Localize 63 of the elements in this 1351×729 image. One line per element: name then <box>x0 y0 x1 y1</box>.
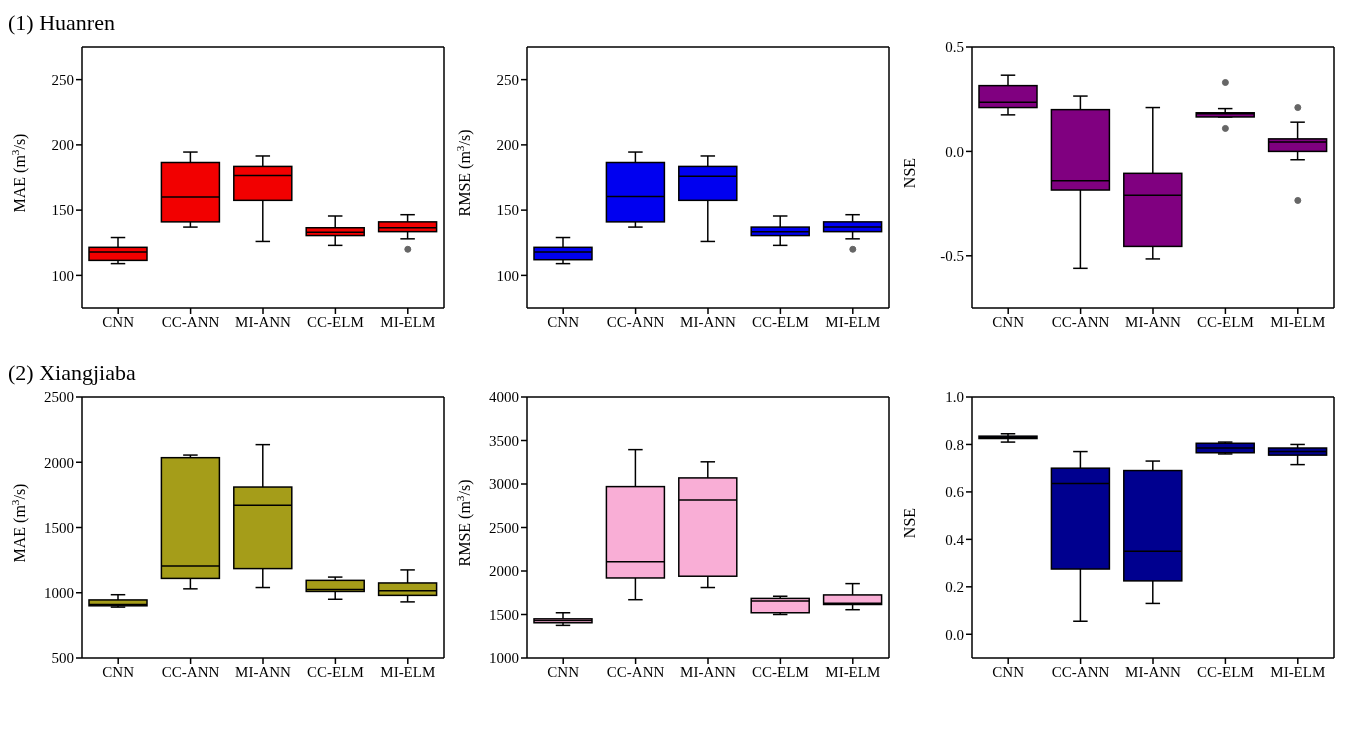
x-tick-label: CNN <box>547 313 580 330</box>
y-tick-label: 0.0 <box>945 626 964 643</box>
x-tick-label: CC-ELM <box>307 313 364 330</box>
x-tick-label: CNN <box>992 663 1025 680</box>
chart-title: (2) Xiangjiaba <box>8 360 136 385</box>
y-tick-label: 500 <box>51 650 74 667</box>
x-tick-label: MI-ANN <box>1125 663 1182 680</box>
x-tick-label: CC-ELM <box>1197 313 1254 330</box>
y-tick-label: 1500 <box>44 519 74 536</box>
y-tick-label: 250 <box>51 71 74 88</box>
y-tick-label: 100 <box>51 267 74 284</box>
y-tick-label: 1000 <box>489 650 519 667</box>
x-tick-label: MI-ELM <box>1270 313 1326 330</box>
y-tick-label: 200 <box>51 137 74 154</box>
y-tick-label: 1500 <box>489 606 519 623</box>
x-tick-label: CC-ELM <box>307 663 364 680</box>
x-tick-label: MI-ANN <box>680 663 737 680</box>
x-tick-label: MI-ANN <box>235 313 292 330</box>
y-tick-label: 200 <box>496 137 519 154</box>
y-tick-label: 1000 <box>44 585 74 602</box>
x-tick-label: CC-ELM <box>752 313 809 330</box>
x-tick-label: CC-ANN <box>161 313 220 330</box>
x-tick-label: MI-ANN <box>680 313 737 330</box>
x-tick-label: MI-ELM <box>380 313 436 330</box>
chart-title: (1) Huanren <box>8 10 115 35</box>
x-tick-label: CNN <box>992 313 1025 330</box>
x-tick-label: CNN <box>547 663 580 680</box>
x-tick-label: CC-ANN <box>1051 663 1110 680</box>
y-tick-label: 2000 <box>489 563 519 580</box>
x-tick-label: MI-ELM <box>825 663 881 680</box>
y-tick-label: 0.2 <box>945 579 964 596</box>
y-tick-label: 150 <box>496 202 519 219</box>
x-tick-label: MI-ANN <box>235 663 292 680</box>
y-tick-label: 2500 <box>44 389 74 406</box>
y-axis-title: NSE <box>901 157 918 189</box>
y-tick-label: 0.8 <box>945 436 964 453</box>
x-tick-label: CC-ANN <box>606 663 665 680</box>
y-tick-label: 150 <box>51 202 74 219</box>
y-tick-label: 1.0 <box>945 389 964 406</box>
x-tick-label: CC-ELM <box>1197 663 1254 680</box>
x-tick-label: CC-ANN <box>606 313 665 330</box>
x-tick-label: MI-ELM <box>1270 663 1326 680</box>
y-tick-label: 3500 <box>489 432 519 449</box>
x-tick-label: MI-ELM <box>825 313 881 330</box>
y-tick-label: 2500 <box>489 519 519 536</box>
x-tick-label: MI-ELM <box>380 663 436 680</box>
y-tick-label: 250 <box>496 71 519 88</box>
x-tick-label: CC-ANN <box>161 663 220 680</box>
y-tick-label: 0.4 <box>945 531 965 548</box>
x-tick-label: CNN <box>102 313 135 330</box>
y-tick-label: 4000 <box>489 389 519 406</box>
x-tick-label: CC-ANN <box>1051 313 1110 330</box>
y-tick-label: 0.0 <box>945 143 964 160</box>
y-tick-label: 100 <box>496 267 519 284</box>
x-tick-label: CNN <box>102 663 135 680</box>
y-tick-label: 0.5 <box>945 39 964 56</box>
y-tick-label: 0.6 <box>945 484 965 501</box>
y-axis-title: NSE <box>901 507 918 539</box>
x-tick-label: MI-ANN <box>1125 313 1182 330</box>
y-tick-label: 2000 <box>44 454 74 471</box>
y-tick-label: -0.5 <box>940 248 964 265</box>
x-tick-label: CC-ELM <box>752 663 809 680</box>
y-tick-label: 3000 <box>489 476 519 493</box>
